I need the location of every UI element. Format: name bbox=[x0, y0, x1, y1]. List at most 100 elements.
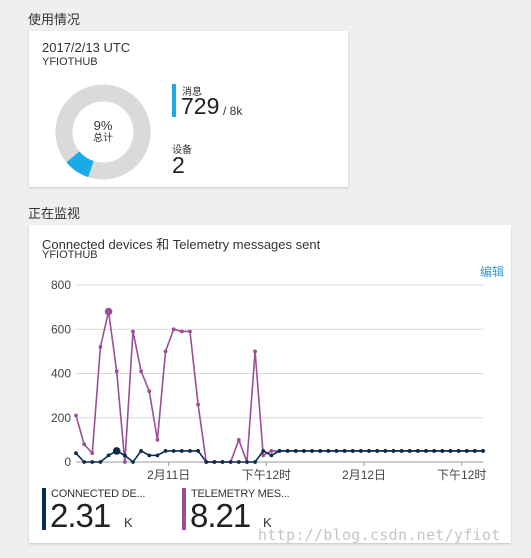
x-tick-label-3: 下午12时 bbox=[437, 468, 486, 482]
data-point bbox=[228, 460, 233, 464]
data-point bbox=[122, 460, 127, 464]
messages-quota: / 8k bbox=[223, 104, 243, 118]
data-point bbox=[342, 449, 347, 453]
data-point bbox=[277, 449, 282, 453]
usage-tile[interactable]: 2017/2/13 UTC YFIOTHUB 9% 总计 消息 729 / 8k… bbox=[29, 31, 348, 187]
data-point bbox=[139, 369, 144, 374]
x-tick-label-2: 2月12日 bbox=[342, 468, 386, 482]
series-line-0 bbox=[75, 311, 483, 463]
legend-connected-unit: K bbox=[124, 515, 133, 530]
data-point bbox=[196, 449, 201, 453]
data-point bbox=[236, 437, 241, 442]
data-point bbox=[220, 460, 225, 464]
data-point bbox=[204, 460, 209, 464]
data-point bbox=[472, 449, 477, 453]
data-point bbox=[326, 449, 331, 453]
y-tick-label-0: 0 bbox=[64, 455, 71, 469]
data-point bbox=[318, 449, 323, 453]
data-point bbox=[155, 453, 160, 458]
data-point bbox=[82, 460, 87, 464]
data-point bbox=[163, 449, 168, 453]
data-point bbox=[212, 460, 217, 464]
watermark: http://blog.csdn.net/yfiot bbox=[258, 526, 501, 544]
data-point bbox=[147, 453, 152, 458]
messages-value: 729 bbox=[181, 93, 220, 119]
data-point bbox=[104, 307, 113, 316]
data-point bbox=[261, 449, 266, 453]
chart-title: Connected devices 和 Telemetry messages s… bbox=[42, 237, 321, 252]
data-point bbox=[293, 449, 298, 453]
donut-caption: 总计 bbox=[93, 133, 113, 144]
data-point bbox=[383, 449, 388, 453]
data-point bbox=[131, 460, 135, 464]
data-point bbox=[359, 449, 363, 453]
legend-telemetry-color bbox=[182, 488, 186, 530]
data-point bbox=[179, 329, 184, 334]
data-point bbox=[261, 453, 266, 458]
data-point bbox=[131, 329, 135, 334]
data-point bbox=[98, 460, 103, 464]
legend-connected-name[interactable]: CONNECTED DE... bbox=[51, 488, 146, 500]
data-point bbox=[112, 447, 121, 455]
data-point bbox=[375, 449, 380, 453]
data-point bbox=[302, 449, 306, 453]
data-point bbox=[171, 449, 176, 453]
data-point bbox=[432, 449, 437, 453]
legend-connected-value: 2.31 bbox=[50, 497, 111, 534]
data-point bbox=[448, 449, 453, 453]
edit-link[interactable]: 编辑 bbox=[479, 265, 504, 279]
data-point bbox=[399, 449, 404, 453]
data-point bbox=[139, 449, 144, 453]
data-point bbox=[147, 389, 152, 394]
legend-telemetry-name[interactable]: TELEMETRY MES... bbox=[191, 488, 290, 500]
devices-value: 2 bbox=[172, 152, 185, 178]
data-point bbox=[367, 449, 371, 453]
data-point bbox=[334, 449, 339, 453]
data-point bbox=[171, 327, 176, 332]
legend-telemetry-unit: K bbox=[263, 515, 272, 530]
data-point bbox=[90, 451, 95, 456]
data-point bbox=[245, 460, 249, 464]
data-point bbox=[122, 453, 127, 458]
x-tick-label-0: 2月11日 bbox=[147, 468, 190, 482]
donut-ring bbox=[55, 84, 151, 180]
messages-accent-bar bbox=[172, 84, 176, 117]
usage-hub-name: YFIOTHUB bbox=[42, 56, 98, 68]
data-point bbox=[415, 449, 420, 453]
y-tick-label-1: 200 bbox=[51, 411, 71, 425]
data-point bbox=[407, 449, 412, 453]
data-point bbox=[155, 437, 160, 442]
donut-percent: 9% bbox=[93, 118, 113, 133]
data-point bbox=[163, 349, 168, 354]
data-point bbox=[269, 449, 274, 453]
data-point bbox=[253, 349, 257, 354]
data-point bbox=[106, 453, 111, 458]
data-point bbox=[188, 329, 192, 334]
legend-telemetry-value: 8.21 bbox=[190, 497, 251, 534]
chart-hub-name: YFIOTHUB bbox=[42, 249, 98, 261]
data-point bbox=[464, 449, 469, 453]
data-point bbox=[114, 369, 119, 374]
usage-date: 2017/2/13 UTC bbox=[42, 40, 131, 55]
data-point bbox=[456, 449, 461, 453]
data-point bbox=[236, 460, 241, 464]
legend-connected-color bbox=[42, 488, 46, 530]
data-point bbox=[98, 345, 103, 349]
monitoring-tile[interactable]: Connected devices 和 Telemetry messages s… bbox=[29, 225, 511, 543]
monitoring-section-title: 正在监视 bbox=[28, 206, 81, 221]
data-point bbox=[188, 449, 192, 453]
messages-label: 消息 bbox=[182, 87, 202, 98]
data-point bbox=[424, 449, 428, 453]
data-point bbox=[391, 449, 396, 453]
line-chart: 0 200 400 600 800 2月11日 下午12时 2月12日 下午12时 bbox=[51, 278, 486, 482]
devices-label: 设备 bbox=[172, 145, 192, 156]
data-point bbox=[82, 442, 87, 447]
data-point bbox=[310, 449, 314, 453]
usage-section-title: 使用情况 bbox=[28, 12, 81, 27]
y-tick-label-2: 400 bbox=[51, 367, 71, 381]
donut-used-arc bbox=[66, 151, 95, 178]
y-tick-label-3: 600 bbox=[51, 322, 71, 336]
y-tick-label-4: 800 bbox=[51, 278, 71, 292]
data-point bbox=[196, 402, 201, 407]
data-point bbox=[285, 449, 290, 453]
